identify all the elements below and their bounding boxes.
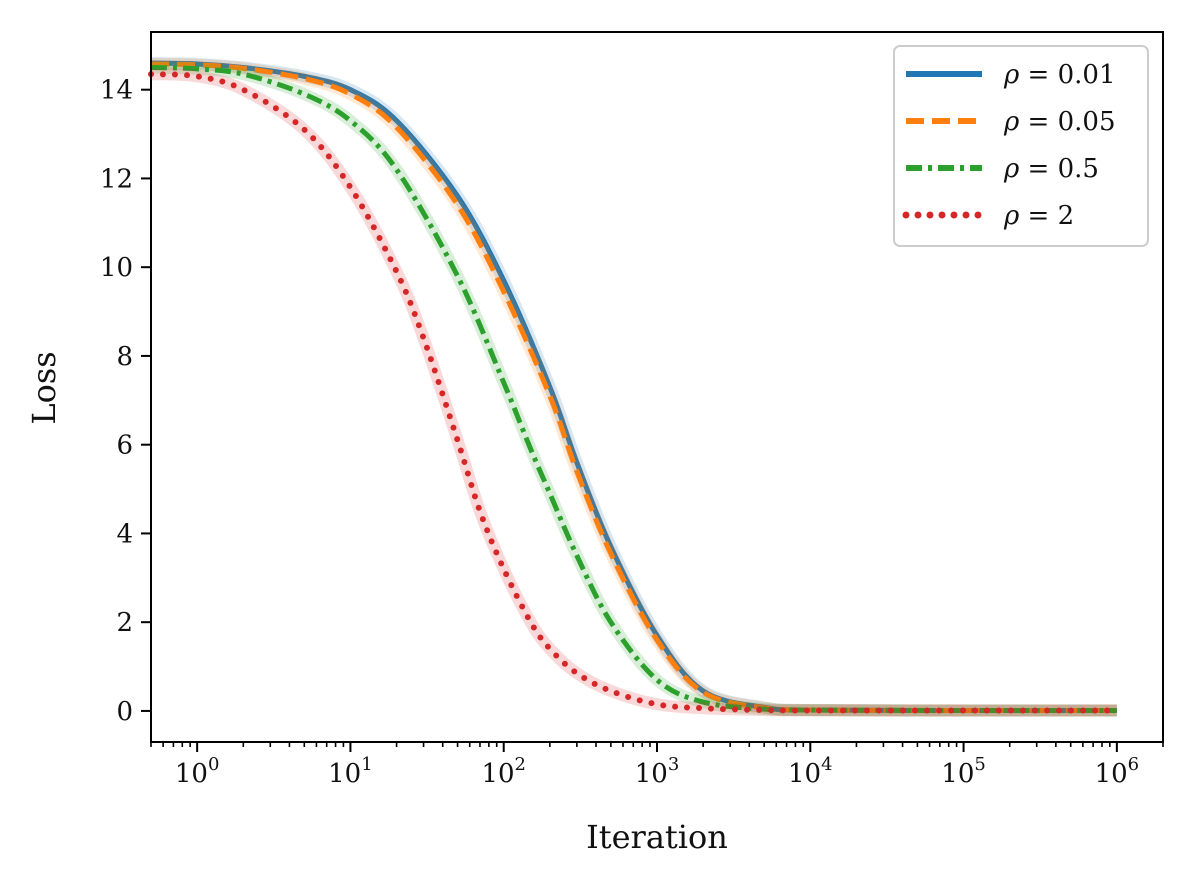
x-tick-label: 106	[1095, 754, 1140, 789]
legend: ρ = 0.01 ρ = 0.05 ρ = 0.5 ρ = 2	[893, 45, 1149, 247]
series-line-rho-0-05	[150, 61, 1117, 714]
y-tick-label: 2	[116, 608, 133, 638]
x-tick-label: 102	[481, 754, 526, 789]
series-line-rho-2	[148, 71, 1120, 714]
x-tick-label: 103	[635, 754, 680, 789]
x-axis-ticks: 100 101 102 103 104 105 106	[150, 742, 1164, 789]
y-tick-label: 6	[116, 431, 133, 461]
legend-label-rho-0-5: ρ = 0.5	[1003, 154, 1099, 184]
y-tick-label: 10	[100, 253, 133, 283]
y-tick-label: 4	[116, 519, 133, 549]
y-tick-label: 8	[116, 342, 133, 372]
legend-box	[893, 45, 1149, 247]
x-axis-label: Iteration	[586, 818, 728, 856]
x-tick-label: 101	[328, 754, 373, 789]
legend-label-rho-2: ρ = 2	[1003, 201, 1074, 231]
series-line-rho-0-5	[150, 65, 1117, 714]
x-tick-label: 100	[175, 754, 220, 789]
x-tick-label: 104	[788, 754, 833, 789]
y-axis-ticks: 0 2 4 6 8 10 12 14	[100, 76, 151, 727]
y-tick-label: 12	[100, 164, 133, 194]
legend-label-rho-0-05: ρ = 0.05	[1003, 107, 1116, 137]
x-tick-label: 105	[941, 754, 986, 789]
y-tick-label: 14	[100, 76, 133, 106]
series-layer	[148, 57, 1120, 717]
y-axis-label: Loss	[25, 351, 63, 424]
legend-label-rho-0-01: ρ = 0.01	[1003, 60, 1116, 90]
y-tick-label: 0	[116, 697, 133, 727]
